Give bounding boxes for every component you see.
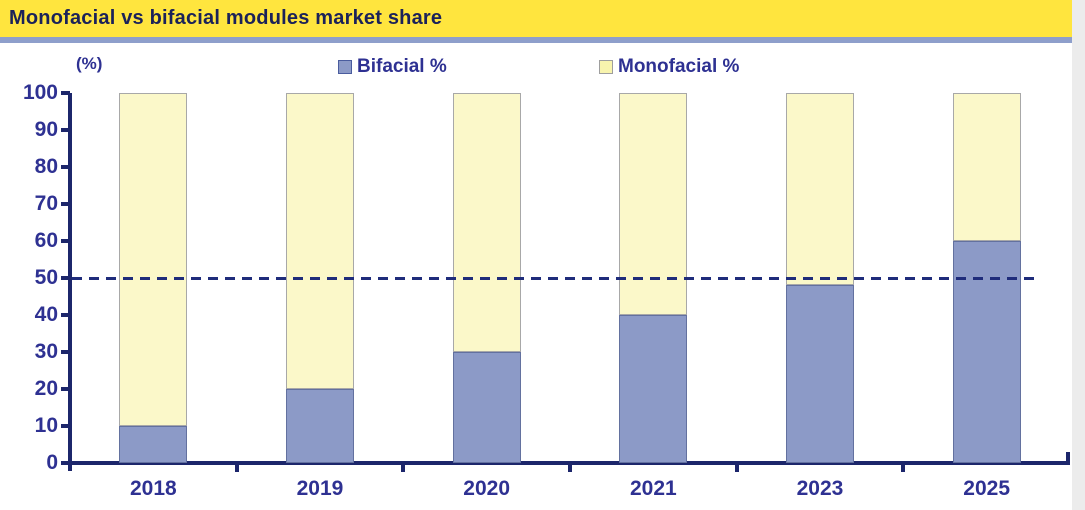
x-tick-label-2025: 2025 [963,477,1011,500]
x-tick-label-2019: 2019 [296,477,344,500]
bar-segment-monofacial-2020 [452,93,521,352]
x-axis-endcap [1066,452,1070,463]
x-tick-label-2023: 2023 [796,477,844,500]
y-axis-unit-label: (%) [76,54,103,73]
y-tick-100 [61,91,70,95]
y-tick-20 [61,387,70,391]
y-tick-10 [61,424,70,428]
y-tick-label-80: 80 [34,155,58,178]
y-tick-label-60: 60 [34,229,58,252]
bar-segment-monofacial-2019 [286,93,354,389]
y-tick-label-90: 90 [34,118,58,141]
legend-swatch-monofacial [599,60,613,74]
reference-line-50pct [72,277,1038,280]
page-edge-strip [1072,0,1085,510]
bar-segment-bifacial-2023 [786,285,854,463]
y-tick-60 [61,239,70,243]
x-tick-label-2018: 2018 [129,477,177,500]
bar-segment-bifacial-2020 [452,352,521,463]
x-tick-boundary-5 [901,463,906,472]
y-tick-label-0: 0 [46,451,58,474]
y-tick-50 [61,276,70,280]
y-tick-label-40: 40 [34,303,58,326]
y-tick-70 [61,202,70,206]
y-tick-label-100: 100 [22,81,58,104]
y-tick-30 [61,350,70,354]
y-tick-label-50: 50 [34,266,58,289]
x-tick-boundary-2 [401,463,406,472]
legend-label-monofacial: Monofacial % [618,56,740,77]
x-tick-boundary-4 [734,463,739,472]
y-tick-label-20: 20 [34,377,58,400]
y-tick-0 [61,461,70,465]
bar-segment-monofacial-2018 [119,93,188,426]
bar-segment-monofacial-2025 [952,93,1021,241]
bar-segment-bifacial-2018 [119,426,188,463]
legend-item-bifacial: Bifacial % [338,56,447,78]
chart-title-bar: Monofacial vs bifacial modules market sh… [0,0,1072,37]
bar-segment-monofacial-2023 [786,93,854,286]
legend-swatch-bifacial [338,60,352,74]
y-tick-90 [61,128,70,132]
bar-segment-monofacial-2021 [619,93,688,315]
y-tick-label-30: 30 [34,340,58,363]
x-tick-boundary-3 [568,463,572,472]
bar-segment-bifacial-2021 [619,315,688,463]
y-tick-label-10: 10 [34,414,58,437]
chart-title: Monofacial vs bifacial modules market sh… [9,7,443,29]
x-tick-label-2020: 2020 [463,477,511,500]
x-tick-label-2021: 2021 [629,477,677,500]
bar-segment-bifacial-2019 [286,389,354,463]
y-tick-40 [61,313,70,317]
x-tick-boundary-1 [234,463,239,472]
legend-item-monofacial: Monofacial % [599,56,739,78]
bar-segment-bifacial-2025 [952,241,1021,463]
y-tick-label-70: 70 [34,192,58,215]
y-axis-line [68,93,72,471]
y-tick-80 [61,165,70,169]
legend-label-bifacial: Bifacial % [357,56,447,77]
title-underline [0,37,1072,43]
